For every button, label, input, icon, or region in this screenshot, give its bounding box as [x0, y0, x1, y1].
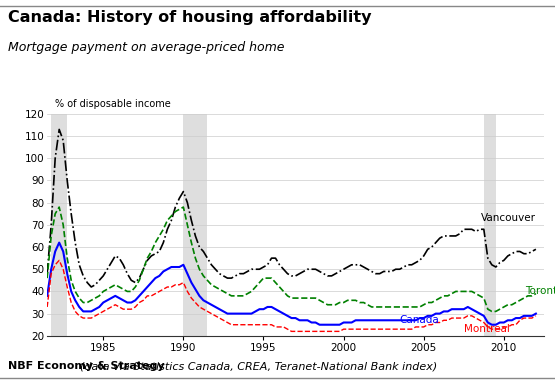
Text: Mortgage payment on average-priced home: Mortgage payment on average-priced home [8, 41, 285, 54]
Text: (data via Statistics Canada, CREA, Teranet-National Bank index): (data via Statistics Canada, CREA, Teran… [80, 361, 438, 371]
Bar [183, 114, 208, 336]
Text: % of disposable income: % of disposable income [55, 100, 171, 110]
Bar [484, 114, 496, 336]
Text: Canada: Canada [400, 315, 440, 325]
Text: Vancouver: Vancouver [481, 213, 537, 223]
Text: Toronto: Toronto [524, 286, 555, 296]
Text: Canada: History of housing affordability: Canada: History of housing affordability [8, 10, 372, 25]
Text: Montreal: Montreal [464, 324, 509, 334]
Bar [51, 114, 67, 336]
Text: NBF Economy & Strategy: NBF Economy & Strategy [8, 361, 169, 371]
